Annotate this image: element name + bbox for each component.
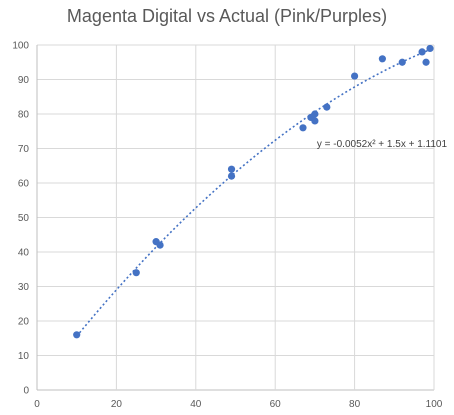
y-tick-label: 80 bbox=[18, 110, 30, 121]
data-point bbox=[351, 72, 359, 80]
data-point bbox=[311, 110, 319, 118]
data-point bbox=[323, 103, 331, 111]
y-tick-label: 20 bbox=[18, 317, 30, 328]
data-point bbox=[398, 58, 406, 66]
chart-title: Magenta Digital vs Actual (Pink/Purples) bbox=[66, 6, 388, 26]
y-tick-label: 90 bbox=[18, 75, 30, 86]
y-tick-label: 40 bbox=[18, 248, 30, 259]
x-tick-label: 100 bbox=[426, 399, 443, 410]
y-tick-label: 50 bbox=[18, 213, 30, 224]
data-point bbox=[311, 117, 319, 125]
trendline-equation: y = -0.0052x² + 1.5x + 1.1101 bbox=[317, 139, 448, 150]
y-tick-label: 10 bbox=[18, 351, 30, 362]
data-point bbox=[227, 165, 236, 173]
data-point bbox=[299, 124, 307, 132]
data-point bbox=[426, 44, 434, 53]
data-point bbox=[156, 241, 164, 249]
y-tick-label: 70 bbox=[18, 144, 30, 155]
data-point bbox=[418, 48, 426, 56]
data-point bbox=[422, 58, 430, 66]
trendline bbox=[76, 48, 431, 337]
y-tick-label: 0 bbox=[23, 386, 29, 397]
x-tick-label: 0 bbox=[34, 399, 40, 410]
y-tick-label: 30 bbox=[18, 282, 30, 293]
data-point bbox=[227, 172, 236, 180]
data-point bbox=[73, 331, 81, 339]
x-tick-label: 20 bbox=[111, 399, 123, 410]
data-point bbox=[378, 55, 386, 63]
y-tick-label: 100 bbox=[12, 41, 29, 52]
data-point bbox=[132, 269, 140, 277]
x-tick-label: 60 bbox=[270, 399, 282, 410]
x-tick-label: 40 bbox=[190, 399, 202, 410]
x-tick-label: 80 bbox=[349, 399, 361, 410]
y-tick-label: 60 bbox=[18, 179, 30, 190]
